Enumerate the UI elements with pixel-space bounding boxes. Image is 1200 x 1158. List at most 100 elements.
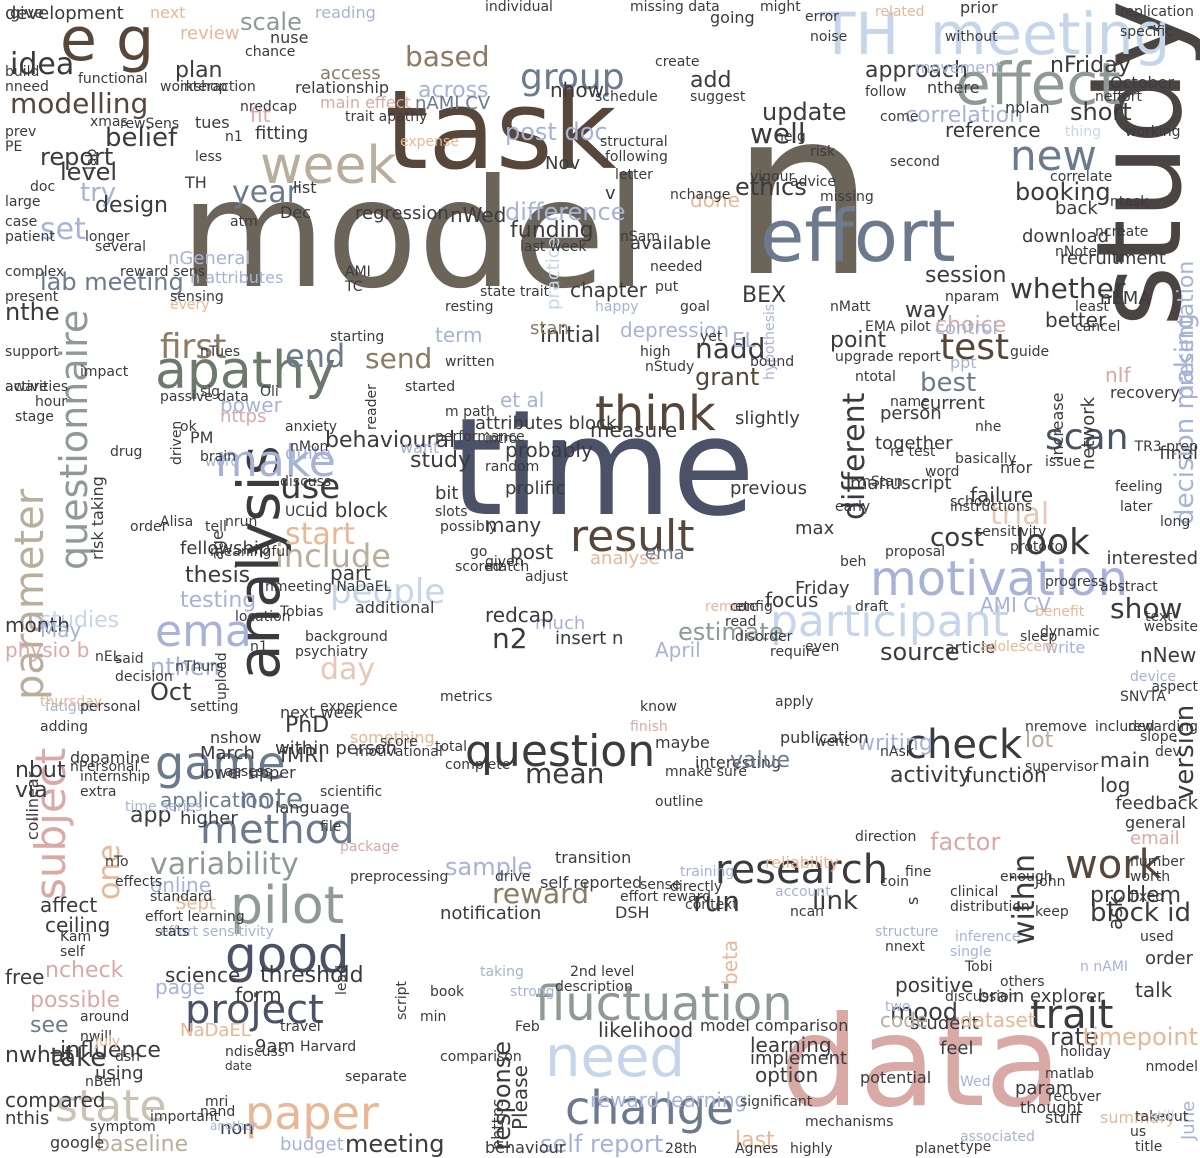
cloud-word: nGeneral xyxy=(168,248,251,269)
cloud-word: year xyxy=(232,175,299,210)
cloud-word: current xyxy=(920,393,985,414)
cloud-word: nneed xyxy=(5,79,49,95)
cloud-word: ema xyxy=(645,543,685,564)
cloud-word: fMRI xyxy=(280,743,325,767)
cloud-word: setting xyxy=(190,699,239,715)
cloud-word: new xyxy=(1010,131,1097,180)
cloud-word: fluctuation xyxy=(535,976,793,1032)
cloud-word: October xyxy=(1110,73,1175,92)
cloud-word: nNote xyxy=(1055,244,1098,260)
cloud-word: task xyxy=(385,66,617,194)
cloud-word: data xyxy=(780,990,1062,1135)
cloud-word: travel xyxy=(280,1019,321,1035)
cloud-word: m path xyxy=(445,404,495,420)
cloud-word: book xyxy=(430,984,465,1000)
cloud-word: adding xyxy=(40,719,89,735)
cloud-word: expense xyxy=(400,134,459,150)
cloud-word: lab meeting xyxy=(40,268,184,296)
cloud-word: associated xyxy=(960,1129,1035,1145)
cloud-word: block id xyxy=(1090,898,1191,928)
cloud-word: brain xyxy=(200,449,236,465)
cloud-word: google xyxy=(50,1133,105,1152)
cloud-word: directly xyxy=(670,879,723,895)
cloud-word: nchange xyxy=(670,187,731,203)
cloud-word: vigour xyxy=(750,169,795,185)
cloud-word: regression xyxy=(355,203,449,224)
cloud-word: hour xyxy=(35,394,68,410)
cloud-word: adjust xyxy=(525,569,569,585)
cloud-word: set xyxy=(40,212,86,247)
cloud-word: trial xyxy=(990,497,1050,532)
cloud-word: list xyxy=(293,178,317,197)
cloud-word: write xyxy=(1045,638,1086,657)
cloud-word: effects xyxy=(115,874,163,890)
cloud-word: nAMI CV xyxy=(415,93,491,114)
cloud-word: see xyxy=(30,1013,69,1038)
cloud-word: focus xyxy=(765,588,819,612)
cloud-word: comparison xyxy=(440,1049,522,1065)
cloud-word: want xyxy=(400,438,440,457)
cloud-word: reading xyxy=(315,3,376,22)
cloud-word: nbut xyxy=(15,758,66,783)
cloud-word: online xyxy=(150,873,212,897)
cloud-word: first xyxy=(160,327,227,367)
cloud-word: NaDaEL xyxy=(180,1020,251,1041)
cloud-word: related xyxy=(875,4,925,20)
cloud-word: motivational xyxy=(355,744,443,760)
cloud-word: possible xyxy=(30,988,121,1013)
cloud-word: paper xyxy=(245,1086,379,1140)
cloud-word: device xyxy=(1130,669,1176,685)
cloud-word: ceiling xyxy=(45,913,111,937)
cloud-word: session xyxy=(925,263,1007,288)
cloud-word: across xyxy=(418,78,489,103)
cloud-word: check xyxy=(905,722,1023,768)
cloud-word: number xyxy=(1130,854,1185,870)
cloud-word: need xyxy=(545,1025,685,1090)
cloud-word: description xyxy=(555,979,633,995)
cloud-word: recruitment xyxy=(1060,248,1166,269)
cloud-word: feel xyxy=(940,1038,974,1059)
cloud-word: nNew xyxy=(1140,643,1197,667)
cloud-word: try xyxy=(80,178,117,208)
cloud-word: discuss xyxy=(280,474,332,490)
cloud-word: disorder xyxy=(735,629,793,645)
cloud-word: workshop xyxy=(160,79,228,95)
cloud-word: tues xyxy=(195,113,230,132)
cloud-word: prev xyxy=(5,124,37,140)
cloud-word: AMI CV xyxy=(980,593,1051,617)
cloud-word: meeting xyxy=(930,0,1171,68)
cloud-word: build xyxy=(5,64,40,80)
cloud-word: form xyxy=(235,983,282,1007)
cloud-word: activity xyxy=(890,763,972,788)
cloud-word: decision xyxy=(115,669,173,685)
cloud-word: worth xyxy=(1130,869,1171,885)
cloud-word: self reported xyxy=(540,873,643,892)
cloud-word: main effect xyxy=(320,93,411,112)
cloud-word: depression xyxy=(620,318,730,342)
cloud-word: nStudy xyxy=(645,359,695,375)
cloud-word: people xyxy=(330,572,446,612)
cloud-word: said xyxy=(115,651,144,667)
cloud-word: belief xyxy=(105,123,178,153)
cloud-word: manuscript xyxy=(850,473,952,494)
cloud-word: cost xyxy=(930,523,984,553)
cloud-word: day xyxy=(320,652,376,687)
cloud-word: preprocessing xyxy=(350,869,449,885)
cloud-word: word xyxy=(925,464,960,480)
cloud-word: mood xyxy=(890,998,958,1026)
cloud-word: nIf xyxy=(1105,363,1131,387)
cloud-word: case xyxy=(5,214,38,230)
cloud-word: via xyxy=(15,778,48,803)
cloud-word: main xyxy=(1100,748,1150,772)
cloud-word: error xyxy=(805,9,839,25)
cloud-word: beta xyxy=(718,939,742,985)
cloud-word: scientific xyxy=(320,784,383,800)
cloud-word: March xyxy=(200,743,255,764)
cloud-word: term xyxy=(435,323,483,347)
cloud-word: decision making xyxy=(1170,313,1200,525)
cloud-word: bound xyxy=(750,354,795,370)
cloud-word: noise xyxy=(810,29,848,45)
cloud-word: May xyxy=(40,618,82,642)
cloud-word: model xyxy=(180,148,648,322)
cloud-word: potential xyxy=(860,1068,932,1087)
